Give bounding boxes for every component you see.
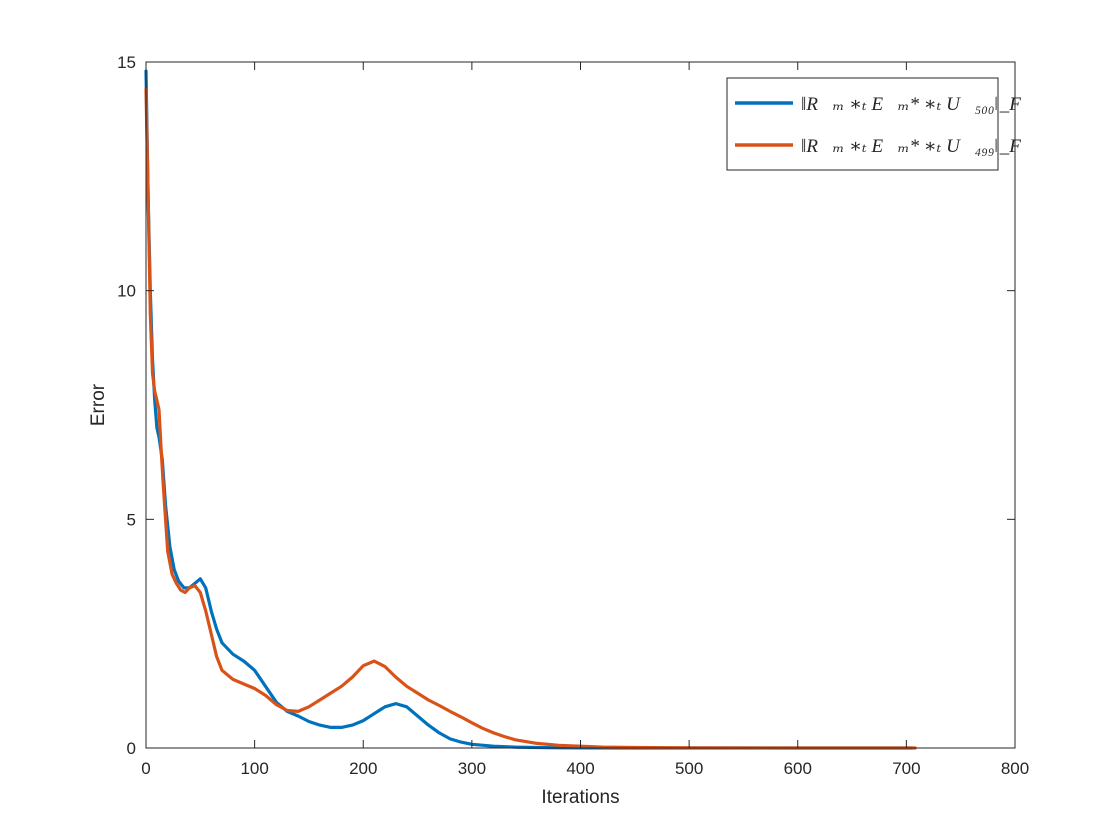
legend-label: ‖R⃗ₘ ∗ₜ E⃗ₘ* ∗ₜ U⃗₅₀₀‖_F xyxy=(801,94,1021,115)
ticks-layer: 0 100 200 300 400 500 600 700 800 0 5 10 15 xyxy=(117,53,1029,778)
x-tick-label: 800 xyxy=(1001,759,1029,778)
x-tick-label: 100 xyxy=(240,759,268,778)
x-tick-label: 0 xyxy=(141,759,150,778)
y-tick-label: 5 xyxy=(127,510,136,529)
y-tick-label: 10 xyxy=(117,282,136,301)
legend: ‖R⃗ₘ ∗ₜ E⃗ₘ* ∗ₜ U⃗₅₀₀‖_F ‖R⃗ₘ ∗ₜ E⃗ₘ* ∗ₜ … xyxy=(726,77,1021,171)
series-line-2 xyxy=(144,87,917,750)
legend-label: ‖R⃗ₘ ∗ₜ E⃗ₘ* ∗ₜ U⃗₄₉₉‖_F xyxy=(801,136,1021,157)
y-tick-label: 15 xyxy=(117,53,136,72)
y-axis-label: Error xyxy=(88,383,109,426)
y-tick-label: 0 xyxy=(127,739,136,758)
x-tick-label: 600 xyxy=(784,759,812,778)
x-tick-label: 400 xyxy=(566,759,594,778)
x-tick-label: 700 xyxy=(892,759,920,778)
series-line-1 xyxy=(144,69,914,750)
series-layer xyxy=(144,69,917,750)
plot-area xyxy=(146,62,1015,748)
x-tick-label: 200 xyxy=(349,759,377,778)
x-axis-label: Iterations xyxy=(541,787,619,808)
x-tick-label: 300 xyxy=(458,759,486,778)
legend-box xyxy=(726,77,999,171)
x-tick-label: 500 xyxy=(675,759,703,778)
